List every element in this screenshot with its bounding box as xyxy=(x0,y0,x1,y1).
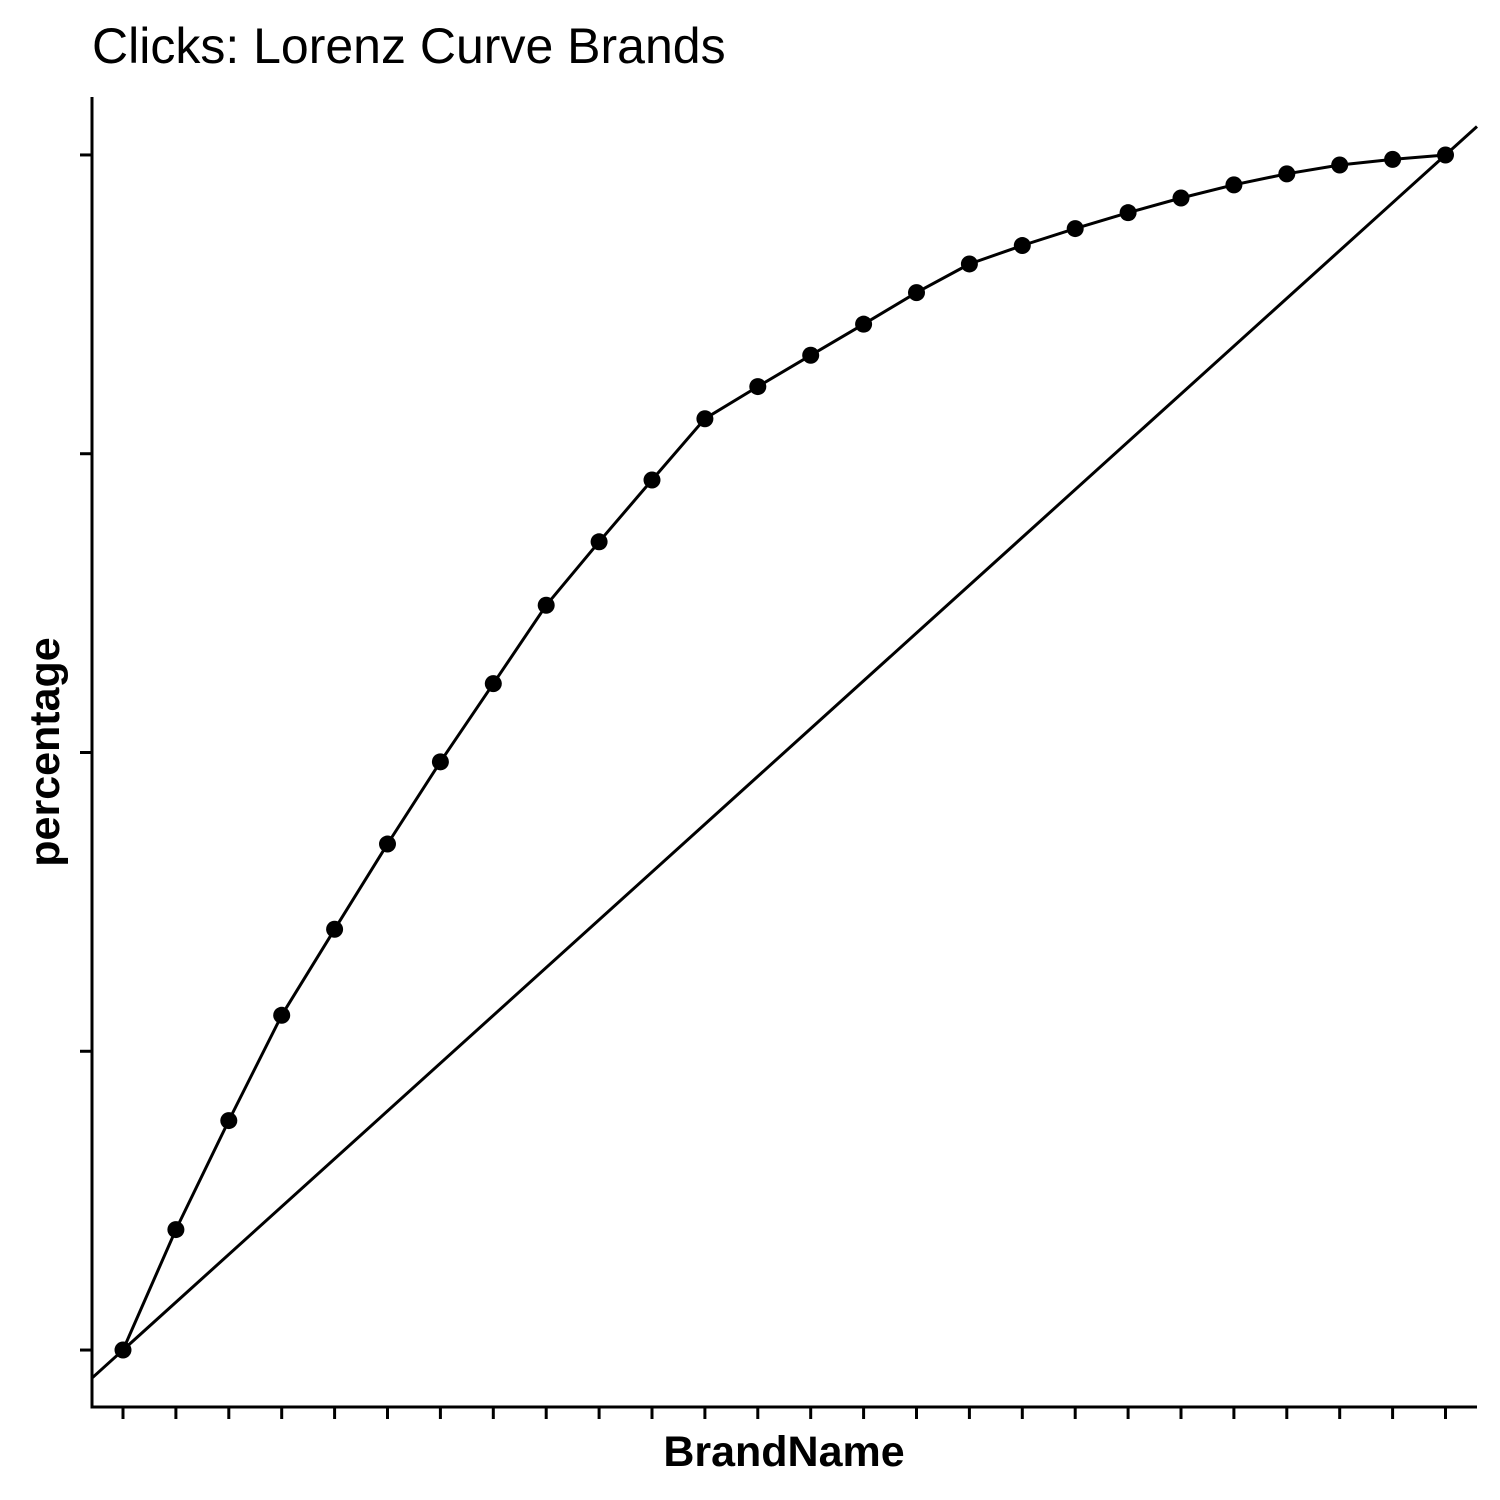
equality-line xyxy=(90,125,1479,1380)
lorenz-point xyxy=(484,675,502,693)
lorenz-point xyxy=(802,346,820,364)
lorenz-point xyxy=(1066,220,1084,238)
lorenz-point xyxy=(114,1341,132,1359)
lorenz-point xyxy=(696,410,714,428)
x-axis-ticks xyxy=(121,1408,1447,1419)
lorenz-point xyxy=(1278,165,1296,183)
chart-title: Clicks: Lorenz Curve Brands xyxy=(92,18,726,74)
lorenz-point xyxy=(379,835,396,853)
lorenz-point xyxy=(537,596,555,614)
y-axis-label: percentage xyxy=(21,637,69,866)
lorenz-point xyxy=(431,753,449,771)
lorenz-point xyxy=(908,284,925,302)
lorenz-point xyxy=(1331,156,1349,174)
lorenz-point xyxy=(749,378,767,396)
y-axis-ticks xyxy=(80,153,92,1352)
plot-area xyxy=(90,125,1479,1380)
lorenz-point xyxy=(326,920,344,938)
lorenz-point xyxy=(273,1006,291,1024)
lorenz-point xyxy=(1384,150,1402,168)
lorenz-point xyxy=(643,471,661,489)
lorenz-point xyxy=(1119,204,1137,222)
lorenz-point xyxy=(960,255,978,273)
lorenz-curve-line xyxy=(121,153,1446,1351)
lorenz-point xyxy=(1013,237,1031,255)
lorenz-point xyxy=(1437,146,1454,164)
lorenz-point xyxy=(1225,176,1243,194)
lorenz-point xyxy=(220,1112,238,1130)
lorenz-point xyxy=(590,533,608,551)
lorenz-point xyxy=(855,315,873,333)
x-axis-label: BrandName xyxy=(663,1428,904,1476)
lorenz-point xyxy=(167,1221,185,1239)
lorenz-point xyxy=(1172,189,1190,207)
